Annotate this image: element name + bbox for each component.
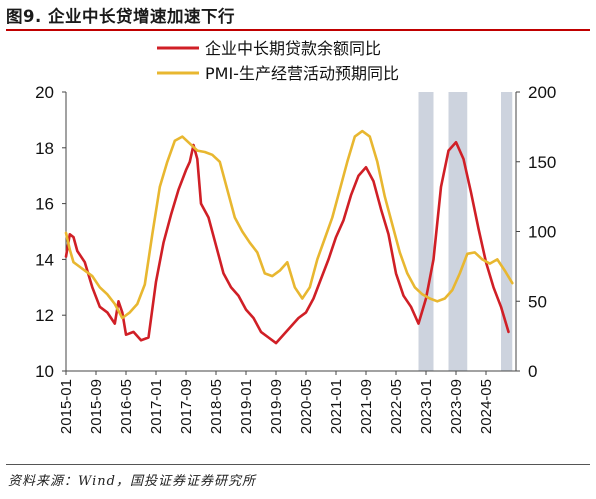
- x-tick-label: 2019-01: [238, 379, 255, 434]
- right-tick-label: 0: [528, 362, 537, 381]
- shaded-period-2: [448, 92, 468, 371]
- series-lines: [64, 129, 514, 345]
- right-tick-label: 200: [528, 83, 556, 102]
- x-tick-label: 2022-05: [388, 379, 405, 434]
- x-tick-label: 2018-05: [208, 379, 225, 434]
- x-tick-label: 2015-01: [58, 379, 75, 434]
- left-tick-label: 12: [35, 306, 54, 325]
- legend-label-2: PMI-生产经营活动预期同比: [205, 64, 399, 83]
- source-rule: [6, 464, 590, 465]
- shaded-period-3: [501, 92, 513, 371]
- x-tick-label: 2017-01: [148, 379, 165, 434]
- x-tick-label: 2024-05: [478, 379, 495, 434]
- x-tick-label: 2016-05: [118, 379, 135, 434]
- left-tick-label: 20: [35, 83, 54, 102]
- legend-label-1: 企业中长期贷款余额同比: [205, 39, 381, 58]
- pmi-expectation-line: [64, 129, 514, 320]
- shaded-periods: [418, 92, 513, 371]
- x-tick-label: 2023-09: [448, 379, 465, 434]
- x-tick-label: 2021-01: [328, 379, 345, 434]
- left-tick-label: 14: [35, 250, 54, 269]
- loan-growth-line: [64, 140, 510, 345]
- right-tick-label: 100: [528, 223, 556, 242]
- left-tick-label: 18: [35, 139, 54, 158]
- x-tick-label: 2023-01: [418, 379, 435, 434]
- right-tick-label: 150: [528, 153, 556, 172]
- right-tick-label: 50: [528, 292, 547, 311]
- source-note: 资料来源：Wind，国投证券证券研究所: [8, 474, 256, 489]
- x-tick-label: 2021-09: [358, 379, 375, 434]
- left-tick-label: 16: [35, 195, 54, 214]
- x-tick-label: 2015-09: [88, 379, 105, 434]
- left-tick-label: 10: [35, 362, 54, 381]
- legend: 企业中长期贷款余额同比 PMI-生产经营活动预期同比: [157, 39, 399, 83]
- figure-title: 图9. 企业中长贷增速加速下行: [6, 7, 235, 26]
- x-tick-label: 2020-05: [298, 379, 315, 434]
- x-tick-label: 2019-09: [268, 379, 285, 434]
- title-rule: [6, 29, 590, 31]
- shaded-period-1: [418, 92, 434, 371]
- x-tick-label: 2017-09: [178, 379, 195, 434]
